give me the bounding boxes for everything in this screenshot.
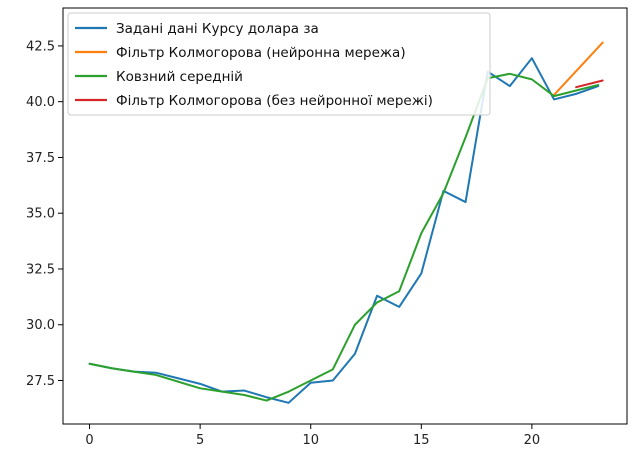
y-tick-label: 30.0 xyxy=(26,318,55,333)
y-tick-label: 27.5 xyxy=(26,374,55,389)
legend: Задані дані Курсу долара за Фільтр Колмог… xyxy=(67,12,491,116)
series-line-3 xyxy=(88,72,600,402)
y-tick-label: 37.5 xyxy=(26,151,55,166)
x-tick-label: 0 xyxy=(85,433,93,448)
series-layer xyxy=(88,41,604,404)
x-tick-label: 10 xyxy=(302,433,319,448)
legend-box xyxy=(67,12,491,116)
legend-label-4: Фільтр Колмогорова (без нейронної мережі… xyxy=(116,93,433,109)
axes-layer: 0 5 10 15 20 27.5 30.0 32.5 35.0 37.5 40.0 42.5 xyxy=(26,39,540,448)
series-line-4 xyxy=(575,79,604,89)
x-tick-label: 15 xyxy=(413,433,430,448)
legend-label-3: Ковзний середній xyxy=(116,69,243,85)
series-line-2 xyxy=(553,41,604,96)
plot-frame xyxy=(62,7,628,425)
x-tick-label: 20 xyxy=(524,433,541,448)
legend-label-2: Фільтр Колмогорова (нейронна мережа) xyxy=(116,45,406,61)
x-tick-label: 5 xyxy=(196,433,204,448)
legend-label-1: Задані дані Курсу долара за xyxy=(116,21,319,37)
y-tick-label: 40.0 xyxy=(26,95,55,110)
y-tick-label: 32.5 xyxy=(26,262,55,277)
y-tick-label: 35.0 xyxy=(26,207,55,222)
series-line-1 xyxy=(88,57,600,404)
y-tick-label: 42.5 xyxy=(26,39,55,54)
